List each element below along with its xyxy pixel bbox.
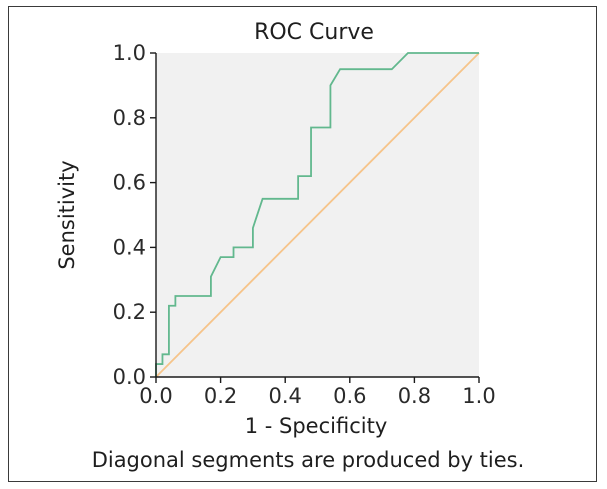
chart-title: ROC Curve [254, 20, 374, 45]
x-tick-label: 1.0 [462, 384, 495, 408]
footnote: Diagonal segments are produced by ties. [92, 448, 525, 472]
y-tick-label: 0.8 [113, 106, 146, 130]
x-tick-label: 0.4 [268, 384, 301, 408]
x-tick-label: 0.0 [139, 384, 172, 408]
y-tick-label: 1.0 [113, 41, 146, 65]
y-tick-label: 0.0 [113, 365, 146, 389]
series-layer [155, 52, 480, 378]
y-tick-label: 0.2 [113, 300, 146, 324]
x-tick-label: 0.8 [398, 384, 431, 408]
reference-diagonal-line [155, 52, 480, 378]
y-axis-label: Sensitivity [55, 160, 79, 269]
x-axis-label: 1 - Specificity [245, 414, 388, 438]
roc-curve-line [155, 52, 479, 377]
y-tick-label: 0.6 [113, 171, 146, 195]
y-tick-label: 0.4 [113, 235, 146, 259]
x-tick-label: 0.2 [204, 384, 237, 408]
x-tick-label: 0.6 [333, 384, 366, 408]
x-tick-group: 0.0 0.2 0.4 0.6 0.8 1.0 [139, 377, 496, 408]
y-tick-group: 0.0 0.2 0.4 0.6 0.8 1.0 [113, 41, 156, 389]
